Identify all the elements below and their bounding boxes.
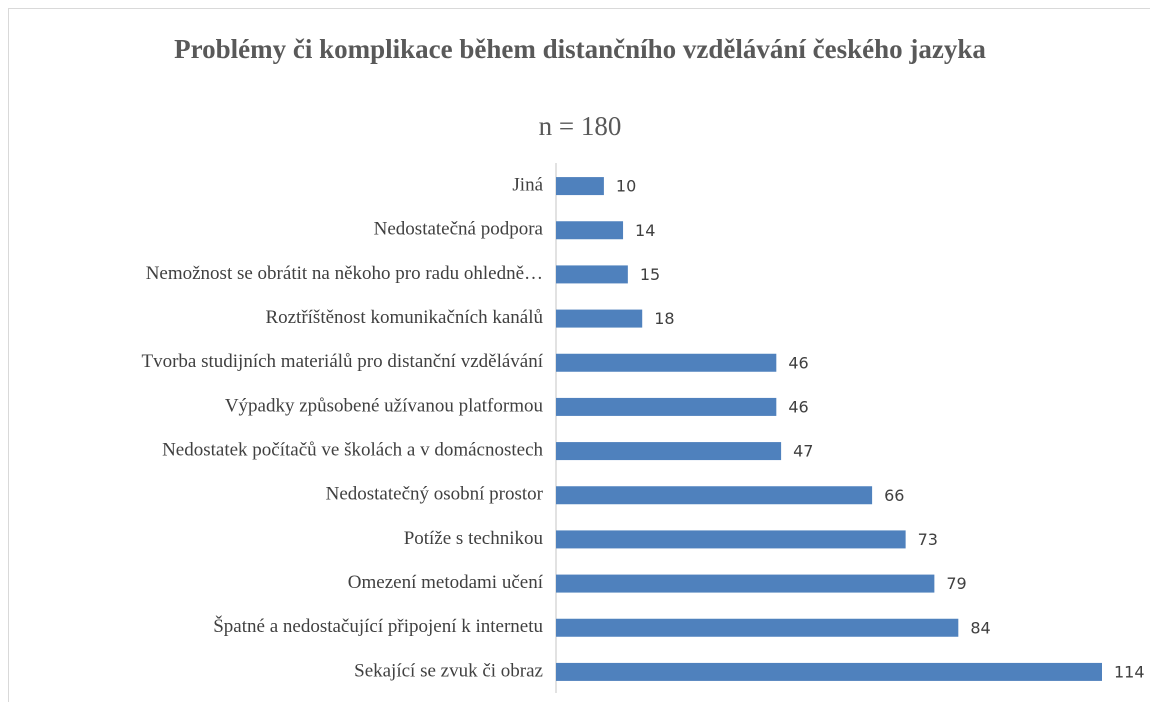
bar	[556, 486, 873, 505]
bar	[556, 574, 935, 593]
chart-subtitle: n = 180	[538, 111, 622, 141]
bar	[556, 618, 959, 637]
y-tick-label: Tvorba studijních materiálů pro distančn…	[141, 351, 543, 372]
y-tick-label: Omezení metodami učení	[348, 572, 544, 593]
y-tick-label: Nedostatečná podpora	[374, 219, 544, 240]
data-label: 114	[1114, 662, 1145, 681]
data-label: 46	[788, 353, 808, 372]
y-tick-label: Nedostatek počítačů ve školách a v domác…	[162, 439, 543, 460]
bar	[556, 309, 643, 328]
data-label: 73	[918, 530, 938, 549]
y-tick-label: Nedostatečný osobní prostor	[326, 484, 544, 505]
bar	[556, 397, 777, 416]
y-tick-label: Výpadky způsobené užívanou platformou	[225, 395, 544, 416]
bar	[556, 177, 604, 196]
bar	[556, 221, 624, 240]
y-tick-label: Jiná	[512, 174, 543, 195]
data-label: 18	[654, 309, 674, 328]
bar	[556, 662, 1102, 681]
y-tick-label: Špatné a nedostačující připojení k inter…	[213, 615, 543, 637]
frame	[8, 8, 1150, 702]
data-label: 47	[793, 442, 813, 461]
y-tick-label: Roztříštěnost komunikačních kanálů	[265, 307, 543, 328]
bar	[556, 353, 777, 372]
y-tick-label: Sekající se zvuk či obraz	[354, 660, 543, 681]
bar	[556, 442, 782, 461]
data-label: 66	[884, 486, 904, 505]
y-tick-label: Nemožnost se obrátit na někoho pro radu …	[146, 263, 543, 284]
data-label: 14	[635, 221, 655, 240]
data-label: 10	[616, 177, 636, 196]
y-tick-label: Potíže s technikou	[404, 528, 544, 549]
data-label: 46	[788, 397, 808, 416]
bar	[556, 530, 906, 549]
data-label: 84	[970, 618, 990, 637]
data-label: 79	[946, 574, 966, 593]
bar	[556, 265, 628, 284]
data-label: 15	[640, 265, 660, 284]
chart-title: Problémy či komplikace během distančního…	[174, 34, 986, 64]
